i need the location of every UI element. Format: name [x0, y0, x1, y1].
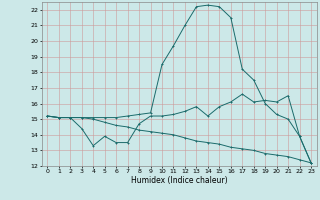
X-axis label: Humidex (Indice chaleur): Humidex (Indice chaleur) [131, 176, 228, 185]
